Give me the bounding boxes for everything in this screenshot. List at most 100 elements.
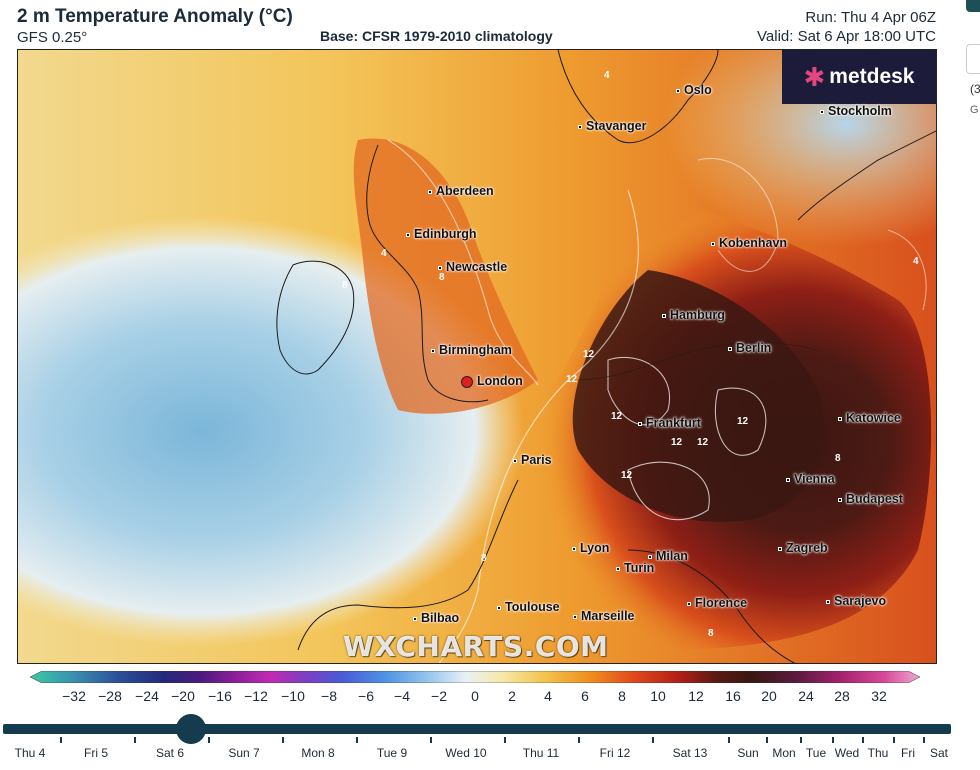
contour-label: 8 [439,272,445,283]
timeline-tick [893,737,895,743]
city-label: Aberdeen [428,184,494,198]
scale-tick: 32 [871,688,887,704]
valid-time: Valid: Sat 6 Apr 18:00 UTC [757,28,936,45]
contour-label: 8 [708,628,714,639]
scale-tick: 20 [761,688,777,704]
scale-tick: −10 [281,688,305,704]
day-label[interactable]: Sun 7 [228,746,260,760]
scale-tick: −32 [62,688,86,704]
timeline-tick [800,737,802,743]
contour-label: 4 [604,70,610,81]
color-scale-ticks: −32 −28 −24 −20 −16 −12 −10 −8 −6 −4 −2 … [30,688,920,708]
day-label[interactable]: Wed 10 [445,746,487,760]
day-label[interactable]: Wed [834,746,860,760]
contour-label: 4 [381,248,387,259]
metdesk-logo: ✱ metdesk [782,50,936,104]
day-label[interactable]: Thu 4 [14,746,46,760]
city-label: Bilbao [413,611,459,625]
day-label[interactable]: Fri [901,746,915,760]
scale-tick: −8 [321,688,337,704]
city-label: Florence [687,596,747,610]
city-dot [728,346,732,351]
city-label-london: London [461,374,523,388]
city-dot [676,88,680,93]
forecast-timeline-track[interactable] [3,724,951,734]
day-label[interactable]: Thu [867,746,889,760]
scale-tick: 2 [508,688,516,704]
timeline-tick [356,737,358,743]
wxcharts-watermark: WXCHARTS.COM [343,630,609,663]
logo-text: metdesk [829,65,915,88]
side-panel-text: (3 [970,82,980,96]
city-label: Newcastle [438,260,507,274]
timeline-slider-handle[interactable] [176,714,206,744]
city-label: Hamburg [662,308,725,322]
contour-label: 12 [737,416,749,427]
city-dot [638,421,642,426]
city-dot [826,599,830,604]
london-marker-icon [461,375,473,388]
city-label: Frankfurt [638,416,701,430]
day-label[interactable]: Sat 6 [155,746,185,760]
city-dot [711,241,715,246]
scale-tick: −12 [244,688,268,704]
city-dot [438,265,442,270]
scale-tick: 0 [471,688,479,704]
day-label[interactable]: Sat 13 [672,746,708,760]
city-label: Paris [513,453,552,467]
contour-label: 12 [671,437,683,448]
city-dot [578,124,582,129]
city-label: Zagreb [778,541,828,555]
day-label[interactable]: Mon 8 [301,746,335,760]
day-label[interactable]: Tue 9 [376,746,408,760]
day-label[interactable]: Thu 11 [522,746,560,760]
scale-tick: 6 [581,688,589,704]
city-label: Marseille [573,609,635,623]
city-label: Turin [616,561,654,575]
city-label: Toulouse [497,600,560,614]
climatology-base: Base: CFSR 1979-2010 climatology [320,28,553,44]
contour-label: 12 [583,349,595,360]
city-label: Milan [648,549,688,563]
contour-label: 8 [342,280,348,291]
scale-tick: 10 [650,688,666,704]
city-label: Edinburgh [406,227,477,241]
city-label: Lyon [572,541,609,555]
scale-tick: 4 [544,688,552,704]
scale-tick: −6 [358,688,374,704]
timeline-day-labels: Thu 4 Fri 5 Sat 6 Sun 7 Mon 8 Tue 9 Wed … [0,746,980,764]
color-scale-bar [29,670,921,684]
scale-tick: −16 [208,688,232,704]
day-label[interactable]: Tue [805,746,827,760]
day-label[interactable]: Sun [737,746,759,760]
city-dot [431,348,435,353]
city-label: Budapest [838,492,903,506]
timeline-tick [282,737,284,743]
city-label: Stavanger [578,119,646,133]
day-label[interactable]: Fri 12 [599,746,631,760]
side-panel-button[interactable] [966,44,980,74]
city-dot [616,566,620,571]
map-title: 2 m Temperature Anomaly (°C) [17,6,293,27]
timeline-tick [923,737,925,743]
day-label[interactable]: Fri 5 [84,746,108,760]
city-dot [573,614,577,619]
timeline-tick [862,737,864,743]
scale-tick: −28 [98,688,122,704]
city-dot [513,458,517,463]
scale-tick: 12 [688,688,704,704]
scale-tick: −4 [394,688,410,704]
timeline-tick [652,737,654,743]
contour-label: 12 [611,411,623,422]
city-label: Sarajevo [826,594,886,608]
run-time: Run: Thu 4 Apr 06Z [805,9,936,26]
metdesk-starburst-icon: ✱ [803,61,826,92]
day-label[interactable]: Mon [772,746,796,760]
side-panel-tab[interactable] [966,0,980,12]
city-label: Vienna [786,472,835,486]
temperature-anomaly-map[interactable] [17,49,937,664]
day-label[interactable]: Sat [929,746,949,760]
model-name: GFS 0.25° [17,29,88,46]
city-label: Oslo [676,83,712,97]
timeline-tick [60,737,62,743]
